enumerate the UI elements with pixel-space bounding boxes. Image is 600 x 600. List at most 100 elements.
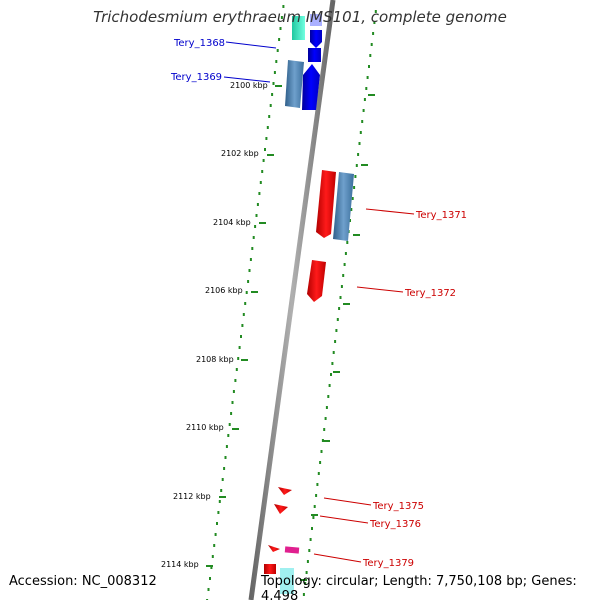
ring-dot xyxy=(282,5,285,8)
ring-dot xyxy=(321,439,324,442)
gene-label-tery-1371[interactable]: Tery_1371 xyxy=(415,210,467,221)
ring-dot xyxy=(247,280,250,283)
ring-dot xyxy=(311,527,313,530)
ring-dot xyxy=(259,181,262,184)
tick-dash xyxy=(232,428,239,430)
ring-dot xyxy=(258,192,261,195)
ring-dot xyxy=(264,148,266,151)
ring-dot xyxy=(256,203,259,206)
gene-feature-tery-1375[interactable] xyxy=(278,487,292,495)
dotted-rings xyxy=(206,5,377,600)
ring-dot xyxy=(372,32,375,35)
genome-title: Trichodesmium erythraeum IMS101, complet… xyxy=(93,8,507,26)
tick-dash xyxy=(333,371,340,373)
tick-dash xyxy=(241,359,248,361)
ring-dot xyxy=(255,214,258,217)
ring-dot xyxy=(213,544,216,547)
ring-dot xyxy=(312,516,315,519)
ring-dot xyxy=(316,483,319,486)
gene-label-tery-1368[interactable]: Tery_1368 xyxy=(173,38,225,49)
gene-feature-lavender-top[interactable] xyxy=(310,14,322,26)
ring-dot xyxy=(276,49,279,52)
gene-label-tery-1379[interactable]: Tery_1379 xyxy=(362,558,414,569)
ring-dot xyxy=(358,142,361,145)
ring-dot xyxy=(308,549,311,552)
ring-dot xyxy=(302,593,305,596)
ring-dot xyxy=(248,269,251,272)
gene-labels: Tery_1368 Tery_1369 Tery_1371 Tery_1372 … xyxy=(170,38,467,569)
ring-dot xyxy=(349,219,351,222)
ring-dot xyxy=(328,384,331,387)
gene-feature-tery-1369[interactable] xyxy=(302,64,320,110)
tick-dash xyxy=(368,94,375,96)
gene-feature-tery-1371[interactable] xyxy=(316,170,336,238)
tick-dash xyxy=(259,222,266,224)
ring-dot xyxy=(340,285,343,288)
tick-dash xyxy=(311,514,318,516)
ring-dot xyxy=(306,560,309,563)
ring-dot xyxy=(275,60,278,63)
gene-feature-steelblue-1369[interactable] xyxy=(285,60,304,108)
gene-feature-steelblue-1371[interactable] xyxy=(333,172,354,241)
ring-dot xyxy=(273,71,276,74)
ring-dot xyxy=(211,555,214,558)
ring-dot xyxy=(242,313,245,316)
tick-label-2110: 2110 kbp xyxy=(186,423,224,432)
gene-feature-tery-1379[interactable] xyxy=(284,546,300,554)
ring-dot xyxy=(357,153,360,156)
ring-dot xyxy=(227,434,230,437)
tick-dash xyxy=(267,154,274,156)
ring-dot xyxy=(261,170,264,173)
ring-dot xyxy=(265,137,268,140)
gene-feature-red-bottom[interactable] xyxy=(264,564,276,574)
tick-label-2108: 2108 kbp xyxy=(196,355,234,364)
tick-label-2106: 2106 kbp xyxy=(205,286,243,295)
ring-dot xyxy=(344,252,347,255)
ring-dot xyxy=(346,241,349,244)
ring-dot xyxy=(336,318,339,321)
ring-dot xyxy=(324,417,327,420)
gene-feature-red-1379[interactable] xyxy=(268,545,280,552)
ring-dot xyxy=(334,340,337,343)
tick-dash xyxy=(206,565,213,567)
gene-feature-tery-1372[interactable] xyxy=(307,260,326,302)
gene-feature-tery-1376[interactable] xyxy=(274,504,288,514)
gene-feature-cyan-bottom[interactable] xyxy=(280,568,294,594)
tick-dash xyxy=(361,164,368,166)
ring-dot xyxy=(252,236,255,239)
tick-dash xyxy=(219,496,226,498)
ring-dot xyxy=(240,335,242,338)
tick-dash xyxy=(251,291,258,293)
ring-dot xyxy=(210,566,213,569)
gene-label-tery-1369[interactable]: Tery_1369 xyxy=(170,72,222,83)
gene-label-tery-1375[interactable]: Tery_1375 xyxy=(372,501,424,512)
ring-dot xyxy=(339,296,342,299)
ring-dot xyxy=(216,522,218,525)
ring-dot xyxy=(279,27,282,30)
ring-dot xyxy=(221,478,224,481)
ring-dot xyxy=(362,109,365,112)
gene-label-tery-1376[interactable]: Tery_1376 xyxy=(369,519,421,530)
tick-label-2114: 2114 kbp xyxy=(161,560,199,569)
ring-dot xyxy=(368,65,370,68)
ring-dot xyxy=(355,164,358,167)
gene-label-tery-1372[interactable]: Tery_1372 xyxy=(404,288,456,299)
ring-dot xyxy=(369,54,372,57)
ring-dot xyxy=(320,450,323,453)
ring-dot xyxy=(332,351,335,354)
ring-dot xyxy=(278,38,281,41)
ring-dot xyxy=(228,423,231,426)
ring-dot xyxy=(354,175,357,178)
tick-label-2100: 2100 kbp xyxy=(230,81,268,90)
ring-dot xyxy=(317,472,320,475)
ring-dot xyxy=(323,428,326,431)
ring-dot xyxy=(262,159,265,162)
ring-dot xyxy=(365,87,368,90)
ring-dot xyxy=(251,247,254,250)
tick-label-2104: 2104 kbp xyxy=(213,218,251,227)
ring-dot xyxy=(350,208,353,211)
gene-feature-blue-small[interactable] xyxy=(308,48,321,62)
gene-feature-cyan-top[interactable] xyxy=(292,16,305,40)
gene-feature-tery-1368[interactable] xyxy=(310,30,322,48)
tick-labels: 2100 kbp 2102 kbp 2104 kbp 2106 kbp 2108… xyxy=(161,81,268,569)
